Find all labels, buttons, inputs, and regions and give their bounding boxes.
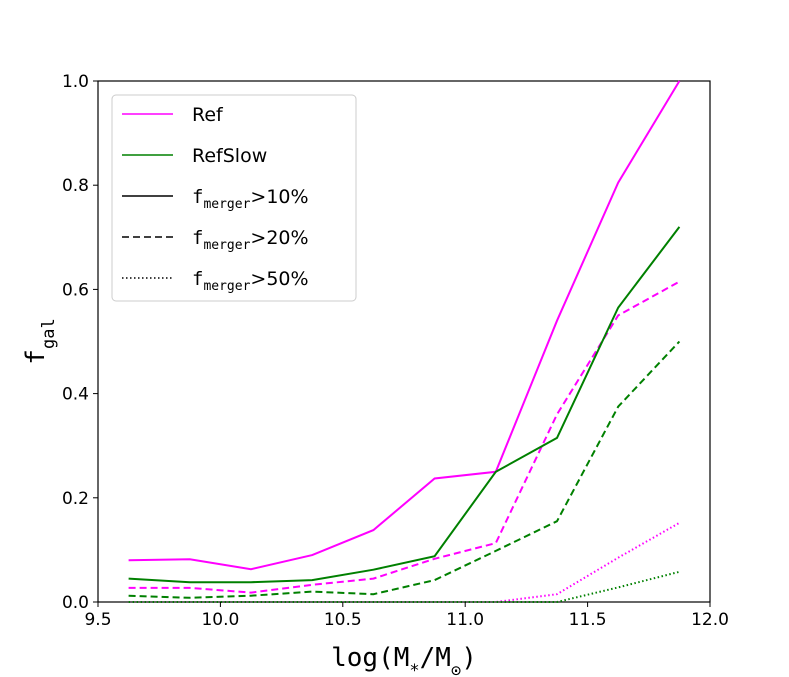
x-tick-label: 10.5 — [324, 610, 362, 630]
axis-layer: 9.5 10.0 10.5 11.0 11.5 12.0 0.0 0.2 0.4 0.6 0.8 1.… — [62, 72, 729, 630]
legend-label-4: fmerger>50% — [192, 268, 309, 294]
legend-label-1: RefSlow — [192, 145, 267, 167]
series-ref-dotted — [128, 521, 680, 603]
y-tick-label: 0.6 — [62, 280, 89, 300]
y-axis-label: fgal — [21, 318, 59, 364]
series-ref-dashed — [128, 280, 680, 594]
y-tick-label: 0.0 — [62, 593, 89, 613]
series-layer — [128, 80, 681, 603]
series-ref-solid — [128, 80, 681, 571]
y-tick-label: 0.4 — [62, 385, 89, 405]
legend-label-2: fmerger>10% — [192, 186, 309, 212]
legend-box — [111, 94, 357, 302]
series-refslow-solid — [128, 226, 681, 584]
y-tick-label: 0.8 — [62, 176, 89, 196]
legend-label-3: fmerger>20% — [192, 227, 309, 253]
x-axis-label: log(M*/M⊙) — [331, 643, 477, 677]
x-tick-label: 11.0 — [446, 610, 484, 630]
legend-label-0: Ref — [192, 104, 224, 126]
y-tick-label: 0.2 — [62, 489, 89, 509]
series-refslow-dashed — [128, 340, 681, 599]
x-tick-label: 11.5 — [569, 610, 607, 630]
plot-area — [97, 80, 711, 603]
legend: Ref RefSlow fmerger>10% fmerger>20% fmerger>… — [111, 94, 357, 302]
x-tick-label: 9.5 — [84, 610, 111, 630]
x-tick-label: 12.0 — [691, 610, 729, 630]
x-tick-label: 10.0 — [201, 610, 239, 630]
y-tick-label: 1.0 — [62, 72, 89, 92]
